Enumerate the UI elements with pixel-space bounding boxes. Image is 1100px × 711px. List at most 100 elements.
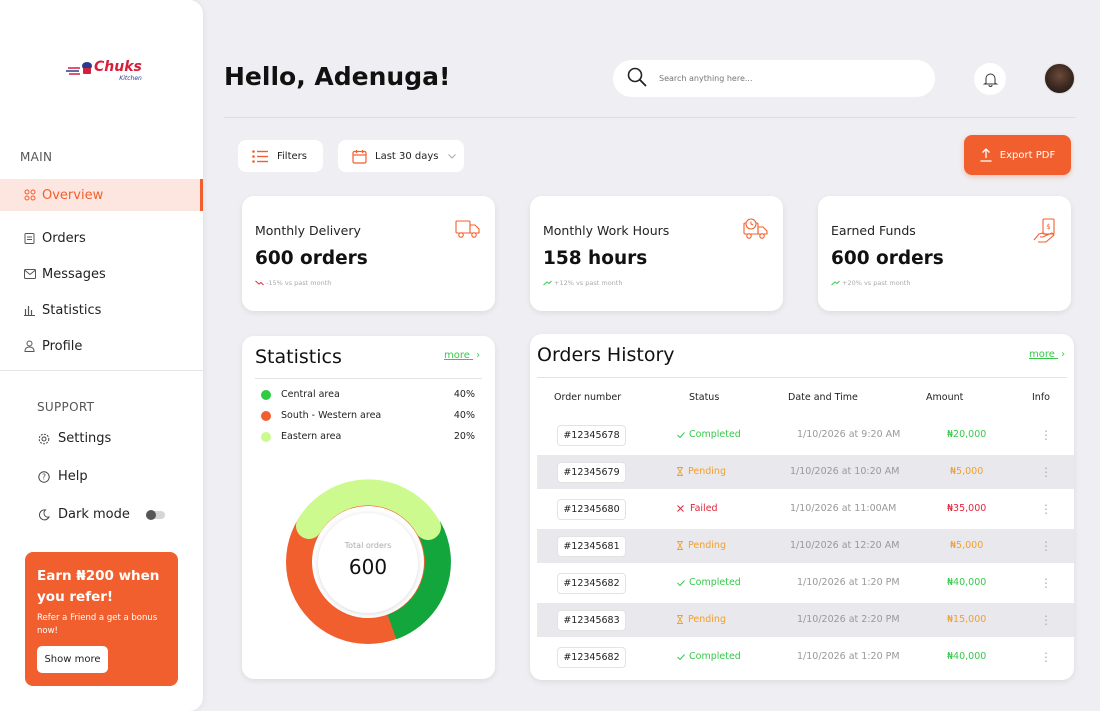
delivery-truck-icon (455, 218, 481, 244)
more-vertical-icon[interactable]: ⋮ (1040, 502, 1052, 516)
order-status: Completed (677, 429, 741, 440)
order-number-chip[interactable]: #12345683 (557, 610, 626, 631)
more-vertical-icon[interactable]: ⋮ (1040, 428, 1052, 442)
user-icon (23, 340, 36, 353)
trend-up-icon (543, 280, 552, 286)
sidebar-item-help[interactable]: ? Help (37, 469, 88, 484)
stat-title: Earned Funds (831, 223, 916, 238)
trend-down-icon (255, 280, 264, 286)
sidebar-item-statistics[interactable]: Statistics (0, 294, 203, 326)
order-date: 1/10/2026 at 11:00AM (790, 503, 897, 514)
column-header-amount: Amount (926, 392, 964, 403)
table-row[interactable]: #12345681 Pending 1/10/2026 at 12:20 AM ₦5,… (537, 529, 1074, 563)
table-row[interactable]: #12345682 Completed 1/10/2026 at 1:20 PM ₦4… (537, 640, 1074, 674)
chevron-right-icon: › (1061, 349, 1066, 360)
mail-icon (23, 268, 36, 281)
orders-divider (537, 377, 1067, 378)
hourglass-icon (677, 467, 683, 476)
table-row[interactable]: #12345680 Failed 1/10/2026 at 11:00AM ₦35,0… (537, 492, 1074, 526)
truck-clock-icon (743, 218, 769, 246)
order-number: #12345681 (563, 541, 620, 552)
avatar[interactable] (1044, 63, 1075, 94)
notifications-button[interactable] (974, 63, 1006, 95)
check-icon (677, 579, 685, 586)
trend-up-icon (831, 280, 840, 286)
dark-mode-toggle[interactable] (146, 510, 165, 520)
show-more-button[interactable]: Show more (37, 646, 108, 673)
date-range-label: Last 30 days (375, 150, 439, 162)
sidebar-item-label: Messages (42, 266, 106, 282)
filters-button[interactable]: Filters (238, 140, 323, 172)
header-divider (224, 117, 1076, 118)
sidebar-item-dark-mode[interactable]: Dark mode (37, 507, 130, 522)
sidebar-item-settings[interactable]: Settings (37, 431, 111, 446)
status-text: Pending (688, 614, 726, 625)
more-vertical-icon[interactable]: ⋮ (1040, 465, 1052, 479)
order-date: 1/10/2026 at 12:20 AM (790, 540, 900, 551)
donut-center-value: 600 (348, 555, 388, 579)
search-icon (627, 67, 647, 91)
legend-item: South - Western area 40% (261, 410, 475, 421)
order-number-chip[interactable]: #12345682 (557, 573, 626, 594)
legend-dot (261, 389, 271, 400)
sidebar-item-overview[interactable]: Overview (0, 179, 203, 211)
calendar-icon (352, 149, 367, 164)
order-amount: ₦35,000 (947, 503, 987, 514)
order-number-chip[interactable]: #12345682 (557, 647, 626, 668)
export-pdf-button[interactable]: Export PDF (964, 135, 1071, 175)
sidebar-item-orders[interactable]: Orders (0, 222, 203, 254)
legend-label: Eastern area (281, 431, 342, 442)
order-amount: ₦40,000 (947, 577, 987, 588)
search-bar[interactable] (613, 60, 935, 97)
sidebar-item-label: Help (58, 469, 88, 484)
statistics-more-link[interactable]: more › (444, 350, 480, 361)
order-number: #12345683 (563, 615, 620, 626)
promo-text: Refer a Friend a get a bonus now! (37, 613, 158, 636)
hand-money-icon: $ (1033, 218, 1057, 248)
support-section-label: SUPPORT (37, 400, 95, 414)
orders-donut-chart (286, 479, 451, 644)
search-input[interactable] (659, 74, 899, 83)
order-number-chip[interactable]: #12345680 (557, 499, 626, 520)
statistics-divider (255, 378, 482, 379)
orders-more-link[interactable]: more › (1029, 349, 1065, 360)
more-vertical-icon[interactable]: ⋮ (1040, 539, 1052, 553)
brand-sub: Kitchen (119, 75, 142, 82)
sidebar-item-label: Statistics (42, 302, 102, 318)
more-vertical-icon[interactable]: ⋮ (1040, 576, 1052, 590)
date-range-select[interactable]: Last 30 days (338, 140, 464, 172)
gear-icon (37, 432, 51, 446)
more-vertical-icon[interactable]: ⋮ (1040, 613, 1052, 627)
stat-card-monthly-delivery: Monthly Delivery 600 orders -15% vs past… (242, 196, 495, 311)
brand-logo[interactable]: Chuks Kitchen (66, 56, 142, 82)
orders-history-title: Orders History (537, 344, 675, 366)
status-text: Completed (689, 651, 741, 662)
referral-promo: Earn ₦200 when you refer! Refer a Friend… (25, 552, 178, 686)
order-number-chip[interactable]: #12345678 (557, 425, 626, 446)
table-row[interactable]: #12345679 Pending 1/10/2026 at 10:20 AM ₦5,… (537, 455, 1074, 489)
hourglass-icon (677, 615, 683, 624)
column-header-status: Status (689, 392, 720, 403)
table-row[interactable]: #12345678 Completed 1/10/2026 at 9:20 AM ₦2… (537, 418, 1074, 452)
order-number-chip[interactable]: #12345679 (557, 462, 626, 483)
sidebar-item-messages[interactable]: Messages (0, 258, 203, 290)
order-number-chip[interactable]: #12345681 (557, 536, 626, 557)
status-text: Pending (688, 466, 726, 477)
more-vertical-icon[interactable]: ⋮ (1040, 650, 1052, 664)
grid-icon (23, 189, 36, 202)
table-row[interactable]: #12345682 Completed 1/10/2026 at 1:20 PM ₦4… (537, 566, 1074, 600)
clipboard-icon (23, 232, 36, 245)
main-section-label: MAIN (20, 150, 53, 164)
sidebar-item-profile[interactable]: Profile (0, 330, 203, 362)
svg-text:$: $ (1046, 223, 1050, 231)
order-date: 1/10/2026 at 10:20 AM (790, 466, 900, 477)
legend-label: South - Western area (281, 410, 382, 421)
toggle-knob (146, 510, 156, 520)
legend-item: Central area 40% (261, 389, 475, 400)
order-status: Pending (677, 540, 726, 551)
statistics-title: Statistics (255, 346, 342, 368)
table-row[interactable]: #12345683 Pending 1/10/2026 at 2:20 PM ₦15,… (537, 603, 1074, 637)
brand-name: Chuks (94, 59, 142, 75)
stat-value: 600 orders (255, 248, 368, 269)
filters-label: Filters (277, 150, 307, 162)
